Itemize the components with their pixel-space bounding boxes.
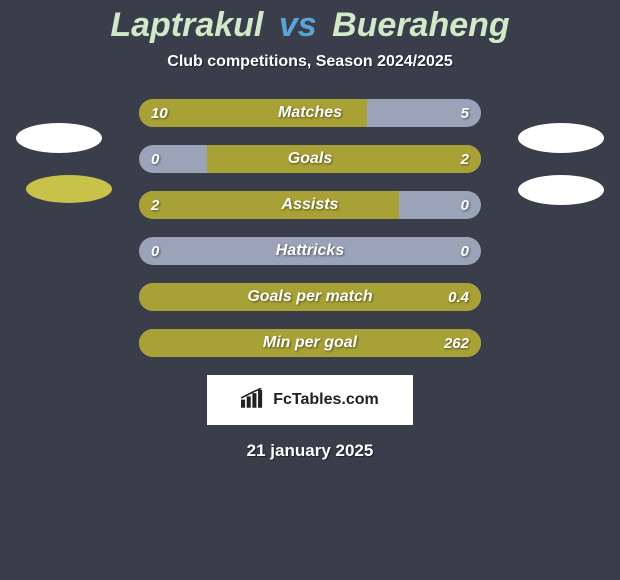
stat-right-value: 5 <box>461 99 469 127</box>
chart-icon <box>241 388 267 413</box>
stat-right-value: 2 <box>461 145 469 173</box>
stat-right-value: 0.4 <box>448 283 469 311</box>
stat-label: Assists <box>139 191 481 219</box>
vs-label: vs <box>279 6 317 44</box>
comparison-card: Laptrakul vs Bueraheng Club competitions… <box>0 0 620 580</box>
stat-row-mpg: Min per goal 262 <box>139 329 481 357</box>
stat-row-matches: 10 Matches 5 <box>139 99 481 127</box>
stat-label: Goals <box>139 145 481 173</box>
stat-right-value: 0 <box>461 191 469 219</box>
stat-row-gpm: Goals per match 0.4 <box>139 283 481 311</box>
stats-area: 10 Matches 5 0 Goals 2 2 Assists 0 0 Hat… <box>0 99 620 357</box>
stat-row-assists: 2 Assists 0 <box>139 191 481 219</box>
date-label: 21 january 2025 <box>0 441 620 461</box>
brand-box: FcTables.com <box>207 375 413 425</box>
player2-name: Bueraheng <box>332 6 510 44</box>
subtitle: Club competitions, Season 2024/2025 <box>0 53 620 71</box>
stat-label: Goals per match <box>139 283 481 311</box>
stat-row-hattricks: 0 Hattricks 0 <box>139 237 481 265</box>
stat-right-value: 262 <box>444 329 469 357</box>
stat-label: Hattricks <box>139 237 481 265</box>
stat-label: Matches <box>139 99 481 127</box>
title: Laptrakul vs Bueraheng <box>0 0 620 45</box>
stat-right-value: 0 <box>461 237 469 265</box>
stat-row-goals: 0 Goals 2 <box>139 145 481 173</box>
player1-name: Laptrakul <box>110 6 263 44</box>
brand-text: FcTables.com <box>273 391 379 409</box>
stat-label: Min per goal <box>139 329 481 357</box>
